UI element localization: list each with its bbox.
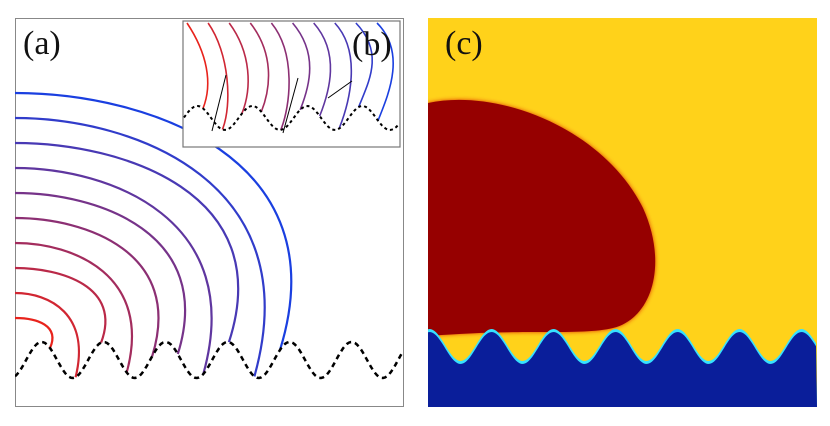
contour-line-1 <box>15 316 54 349</box>
panel-a: (a) (b) <box>15 18 404 407</box>
contour-line-4 <box>15 241 134 373</box>
inset-contour-line-4 <box>249 22 270 113</box>
inset-contour-line-5 <box>270 22 290 131</box>
contour-line-5 <box>15 216 160 357</box>
tangent-line-2 <box>282 77 299 134</box>
contour-line-10 <box>15 91 293 351</box>
inset-contour-line-8 <box>334 22 353 129</box>
inset-contour-line-1 <box>186 22 209 109</box>
inset-contour-line-2 <box>207 22 229 130</box>
panel-label-c: (c) <box>445 25 483 62</box>
inset-contour-line-9 <box>355 22 373 108</box>
panel-label-a: (a) <box>23 25 61 62</box>
contour-line-2 <box>15 291 81 378</box>
contour-line-8 <box>15 141 240 343</box>
drop-phase <box>428 99 656 337</box>
inset-contour-line-10 <box>376 22 394 121</box>
inset-b-frame <box>182 20 401 148</box>
contour-line-6 <box>15 191 186 355</box>
inset-contour-line-7 <box>313 22 332 117</box>
inset-contour-line-6 <box>291 22 311 111</box>
contours-a <box>15 91 293 378</box>
inset-contour-line-3 <box>228 22 249 114</box>
tangent-line-3 <box>327 80 353 99</box>
contour-line-3 <box>15 266 107 343</box>
inset-substrate-interface-dashed <box>183 104 399 132</box>
contour-line-7 <box>15 166 213 375</box>
inset-b: (b) <box>182 20 401 148</box>
panel-c-svg: (c) <box>428 18 817 407</box>
substrate-interface-dashed <box>15 340 404 380</box>
panel-c: (c) <box>428 18 817 407</box>
panel-a-svg: (a) (b) <box>15 18 404 407</box>
panel-label-b: (b) <box>352 26 392 63</box>
contour-line-9 <box>15 116 266 377</box>
tangent-line-1 <box>211 74 227 132</box>
contours-b <box>186 22 394 131</box>
substrate-phase <box>428 332 817 407</box>
contact-line-tangents <box>211 74 353 134</box>
